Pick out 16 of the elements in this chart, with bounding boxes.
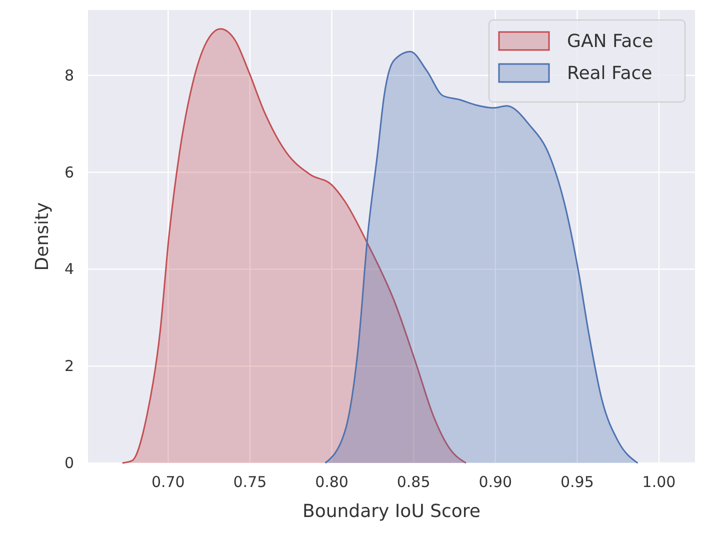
x-tick-label: 0.85	[396, 473, 430, 491]
x-tick-label: 1.00	[642, 473, 676, 491]
y-axis-title: Density	[32, 202, 53, 271]
x-tick-label: 0.75	[233, 473, 267, 491]
y-tick-label: 8	[64, 66, 74, 84]
x-tick-label: 0.80	[315, 473, 348, 491]
x-tick-label: 0.90	[478, 473, 512, 491]
x-tick-label: 0.95	[560, 473, 594, 491]
y-tick-label: 2	[64, 357, 74, 376]
y-tick-label: 6	[64, 163, 74, 182]
legend-label: GAN Face	[567, 31, 654, 52]
y-tick-label: 4	[64, 260, 74, 278]
x-tick-label: 0.70	[151, 473, 185, 491]
legend-label: Real Face	[567, 63, 652, 84]
x-axis-title: Boundary IoU Score	[302, 501, 481, 522]
y-tick-label: 0	[64, 454, 74, 472]
